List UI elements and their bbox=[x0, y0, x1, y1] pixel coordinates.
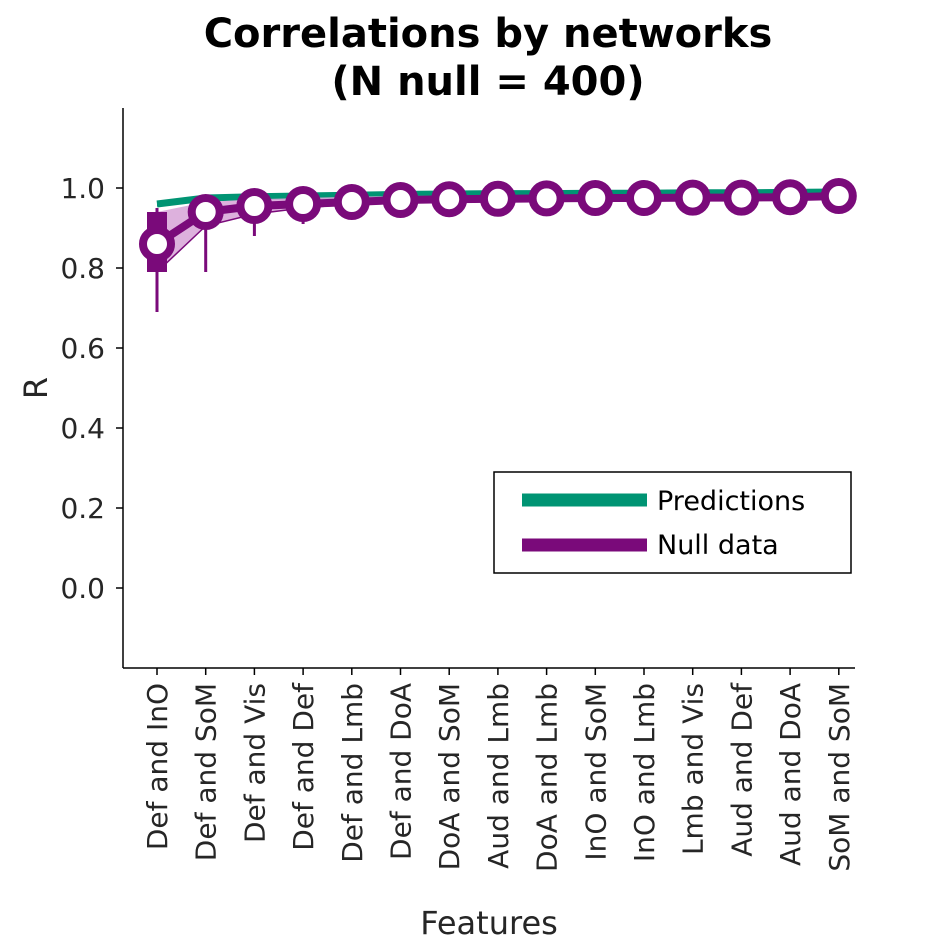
null-median-center bbox=[300, 201, 307, 207]
y-axis-ticks: 1.0 0.8 0.6 0.4 0.2 0.0 bbox=[60, 172, 123, 605]
null-median-center bbox=[446, 196, 453, 203]
x-tick-label: Def and DoA bbox=[385, 683, 418, 860]
x-tick-label: Def and Lmb bbox=[336, 683, 369, 863]
null-median-center bbox=[397, 197, 404, 203]
null-median-center bbox=[154, 241, 160, 247]
legend-predictions-label: Predictions bbox=[657, 486, 805, 517]
y-tick-label: 0.8 bbox=[60, 252, 105, 285]
y-tick-label: 0.2 bbox=[60, 492, 105, 525]
null-median-center bbox=[738, 194, 745, 201]
plot-area bbox=[139, 178, 857, 312]
x-tick-label: Aud and Lmb bbox=[482, 683, 515, 869]
x-tick-label: DoA and SoM bbox=[433, 683, 466, 870]
x-tick-label: Lmb and Vis bbox=[677, 683, 710, 855]
y-tick-label: 0.6 bbox=[60, 332, 105, 365]
x-tick-label: InO and Lmb bbox=[628, 683, 661, 862]
x-tick-label: InO and SoM bbox=[579, 683, 612, 861]
null-median-center bbox=[494, 195, 501, 202]
null-iqr-band bbox=[157, 193, 839, 272]
chart-title-line2: (N null = 400) bbox=[331, 59, 644, 105]
x-tick-label: SoM and SoM bbox=[823, 683, 856, 872]
x-tick-label: Def and Vis bbox=[238, 683, 271, 843]
x-axis-label: Features bbox=[420, 904, 558, 942]
x-tick-label: Def and InO bbox=[141, 683, 174, 850]
null-median-center bbox=[202, 209, 209, 215]
x-tick-label: Def and Def bbox=[287, 682, 320, 851]
x-tick-label: Aud and DoA bbox=[774, 683, 807, 866]
x-axis-ticks: Def and InO Def and SoM Def and Vis Def and… bbox=[141, 668, 856, 872]
y-axis-label: R bbox=[17, 377, 55, 399]
null-median-center bbox=[251, 203, 258, 209]
null-median-center bbox=[592, 195, 599, 201]
y-tick-label: 1.0 bbox=[60, 172, 105, 205]
null-median-center bbox=[787, 194, 794, 201]
null-median-center bbox=[835, 193, 842, 199]
chart-title-line1: Correlations by networks bbox=[204, 11, 773, 57]
null-median-center bbox=[689, 194, 696, 201]
null-median-center bbox=[543, 195, 550, 202]
null-median-center bbox=[641, 195, 647, 201]
x-tick-label: DoA and Lmb bbox=[531, 683, 564, 872]
legend-box bbox=[493, 471, 852, 574]
legend: Predictions Null data bbox=[493, 471, 852, 574]
y-tick-label: 0.0 bbox=[60, 572, 105, 605]
x-tick-label: Aud and Def bbox=[725, 682, 758, 857]
null-median-center bbox=[348, 199, 355, 205]
x-tick-label: Def and SoM bbox=[190, 683, 223, 861]
legend-null-label: Null data bbox=[657, 530, 779, 561]
y-tick-label: 0.4 bbox=[60, 412, 105, 445]
